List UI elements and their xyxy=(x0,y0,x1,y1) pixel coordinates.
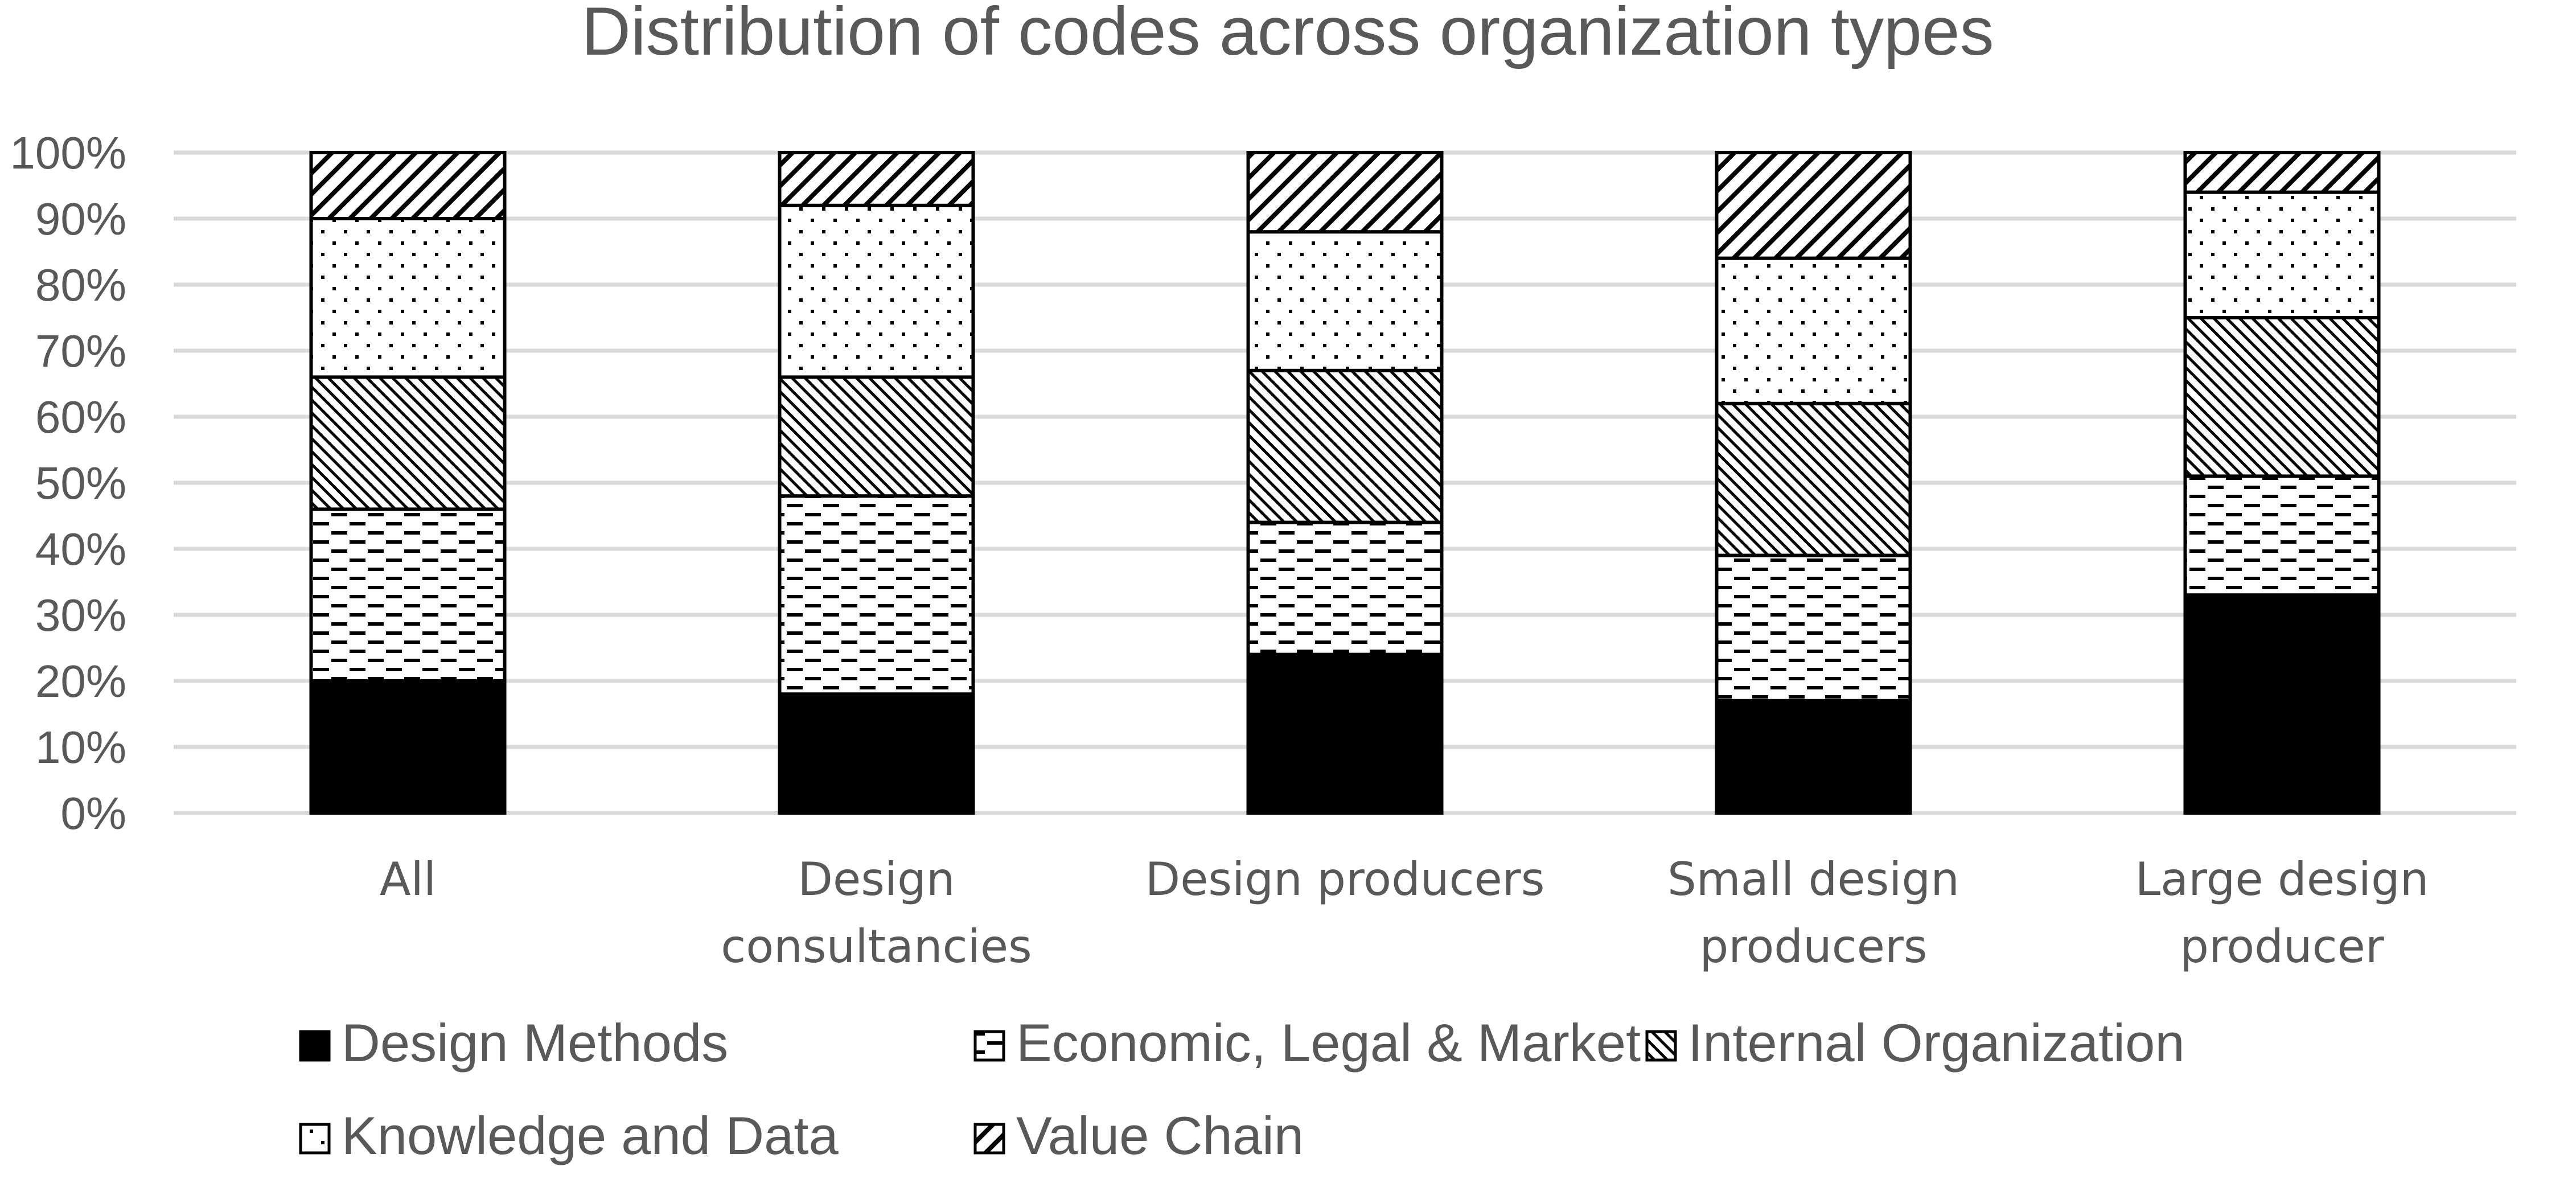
y-tick-label: 90% xyxy=(35,194,126,244)
x-category-label: consultancies xyxy=(721,920,1032,973)
y-axis-tick-labels: 0% 10% 20% 30% 40% 50% 60% 70% 80% 90% 100% xyxy=(10,128,126,839)
y-tick-label: 70% xyxy=(35,326,126,376)
legend: Design Methods Economic, Legal & Market In… xyxy=(299,1013,2185,1165)
y-tick-label: 40% xyxy=(35,524,126,574)
bar-segment xyxy=(1715,256,1912,405)
bar-segment xyxy=(778,494,975,696)
legend-label: Design Methods xyxy=(342,1013,728,1073)
bar-segment xyxy=(1246,151,1444,234)
legend-label: Value Chain xyxy=(1016,1106,1304,1165)
bar-segment xyxy=(778,203,975,379)
bar-segment xyxy=(309,507,507,683)
bar-segment xyxy=(2183,190,2381,319)
bar-segment xyxy=(1715,151,1912,260)
bar-segment xyxy=(778,692,975,815)
x-category-label: Design producers xyxy=(1145,853,1545,906)
x-category-label: Large design xyxy=(2135,853,2429,906)
y-tick-label: 50% xyxy=(35,458,126,508)
x-category-label: Small design xyxy=(1667,853,1959,906)
legend-swatch xyxy=(299,1030,331,1062)
bar-segment xyxy=(2183,151,2381,194)
bar-segment xyxy=(1246,652,1444,815)
legend-swatch xyxy=(299,1123,331,1155)
y-tick-label: 0% xyxy=(60,788,126,839)
bar-segment xyxy=(1246,520,1444,656)
legend-swatch xyxy=(973,1030,1005,1062)
bar-segment xyxy=(2183,593,2381,815)
y-tick-label: 80% xyxy=(35,260,126,310)
x-category-label: All xyxy=(380,853,436,906)
bar-segment xyxy=(309,151,507,220)
bar-segment xyxy=(1715,553,1912,703)
bar-segment xyxy=(309,217,507,379)
y-tick-label: 30% xyxy=(35,590,126,640)
x-axis-category-labels: All Design consultancies Design producers Sm… xyxy=(380,853,2429,973)
bars xyxy=(309,151,2381,815)
legend-swatch xyxy=(1645,1030,1677,1062)
bar-segment xyxy=(1715,401,1912,557)
bar-segment xyxy=(309,679,507,815)
x-category-label: producer xyxy=(2180,920,2384,973)
bar-segment xyxy=(778,151,975,207)
legend-label: Knowledge and Data xyxy=(342,1106,839,1165)
bar-segment xyxy=(778,375,975,498)
legend-swatch xyxy=(973,1123,1005,1155)
bar-segment xyxy=(309,375,507,511)
bar-segment xyxy=(1246,368,1444,524)
bar-segment xyxy=(2183,316,2381,478)
y-tick-label: 100% xyxy=(10,128,126,178)
x-category-label: producers xyxy=(1699,920,1927,973)
y-tick-label: 10% xyxy=(35,722,126,773)
bar-segment xyxy=(1715,699,1912,815)
bar-segment xyxy=(2183,474,2381,597)
legend-label: Internal Organization xyxy=(1688,1013,2185,1073)
x-category-label: Design xyxy=(798,853,955,906)
bar-segment xyxy=(1246,230,1444,372)
legend-label: Economic, Legal & Market xyxy=(1016,1013,1641,1073)
chart-title: Distribution of codes across organizatio… xyxy=(581,0,1994,69)
y-tick-label: 60% xyxy=(35,392,126,442)
y-tick-label: 20% xyxy=(35,656,126,707)
